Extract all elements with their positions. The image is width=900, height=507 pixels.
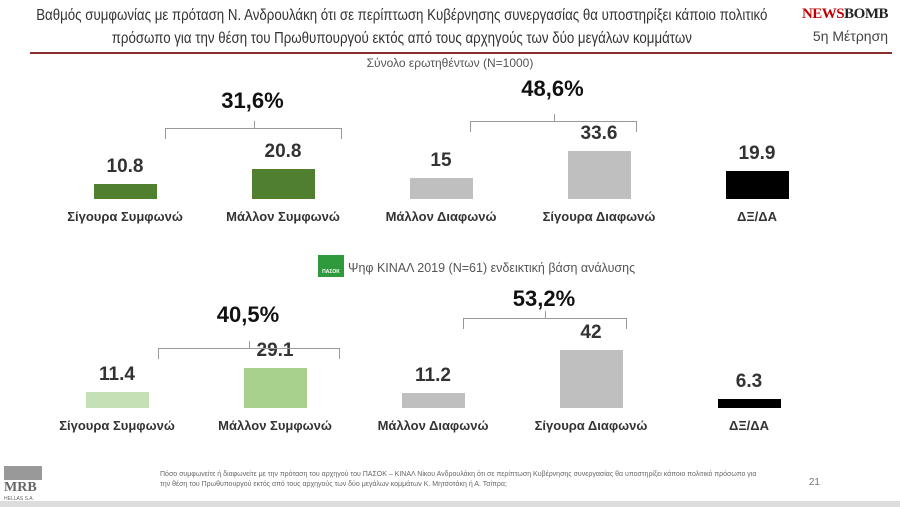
category-label: Σίγουρα Διαφωνώ [542, 209, 656, 224]
page-number: 21 [808, 477, 820, 488]
bar [244, 367, 307, 408]
bar [252, 169, 315, 199]
category-label: Μάλλον Διαφωνώ [377, 418, 489, 433]
bottom-bar [0, 501, 900, 507]
bar [560, 350, 623, 408]
category-label: Μάλλον Συμφωνώ [218, 418, 332, 433]
group-total-label: 48,6% [521, 76, 584, 101]
data-label: 11.4 [99, 364, 135, 386]
mrb-logo: MRB HELLAS S.A. [4, 466, 42, 502]
bar [410, 177, 473, 199]
bar [568, 150, 631, 199]
newsbomb-logo: NEWSBOMB [801, 6, 889, 22]
category-label: ΔΞ/ΔΑ [736, 209, 778, 224]
data-label: 11.2 [415, 364, 451, 386]
category-label: Μάλλον Συμφωνώ [226, 209, 340, 224]
bar [402, 392, 465, 408]
group-bracket [463, 311, 627, 329]
group-bracket [165, 121, 342, 139]
data-label: 10.8 [106, 155, 144, 177]
category-label: ΔΞ/ΔΑ [728, 418, 770, 433]
group-total-label: 40,5% [216, 302, 280, 327]
data-label: 29.1 [256, 339, 294, 361]
title-divider [30, 52, 892, 54]
data-label: 19.9 [738, 142, 776, 164]
category-label: Σίγουρα Συμφωνώ [59, 418, 175, 433]
category-label: Σίγουρα Διαφωνώ [534, 418, 648, 433]
data-label: 33.6 [580, 122, 618, 144]
data-label: 20.8 [264, 141, 302, 163]
group-total-label: 31,6% [221, 88, 284, 113]
chart2-title: Ψηφ ΚΙΝΑΛ 2019 (N=61) ενδεικτική βάση αν… [348, 261, 636, 275]
bar [726, 170, 789, 199]
pasok-logo: ΠΑΣΟΚ [318, 255, 344, 277]
bar [86, 392, 149, 408]
chart1-title: Σύνολο ερωτηθέντων (N=1000) [366, 56, 534, 70]
data-label: 6.3 [735, 371, 763, 393]
category-label: Μάλλον Διαφωνώ [385, 209, 497, 224]
group-bracket [470, 114, 637, 132]
bar [94, 183, 157, 199]
data-label: 42 [580, 322, 602, 344]
question-text: Πόσο συμφωνείτε ή διαφωνείτε με την πρότ… [160, 471, 757, 488]
slide-title: Βαθμός συμφωνίας με πρόταση Ν. Ανδρουλάκ… [36, 7, 768, 47]
bar [718, 399, 781, 408]
category-label: Σίγουρα Συμφωνώ [67, 209, 183, 224]
group-bracket [158, 341, 340, 359]
measurement-label: 5η Μέτρηση [812, 28, 888, 44]
group-total-label: 53,2% [512, 286, 576, 311]
data-label: 15 [430, 149, 452, 171]
